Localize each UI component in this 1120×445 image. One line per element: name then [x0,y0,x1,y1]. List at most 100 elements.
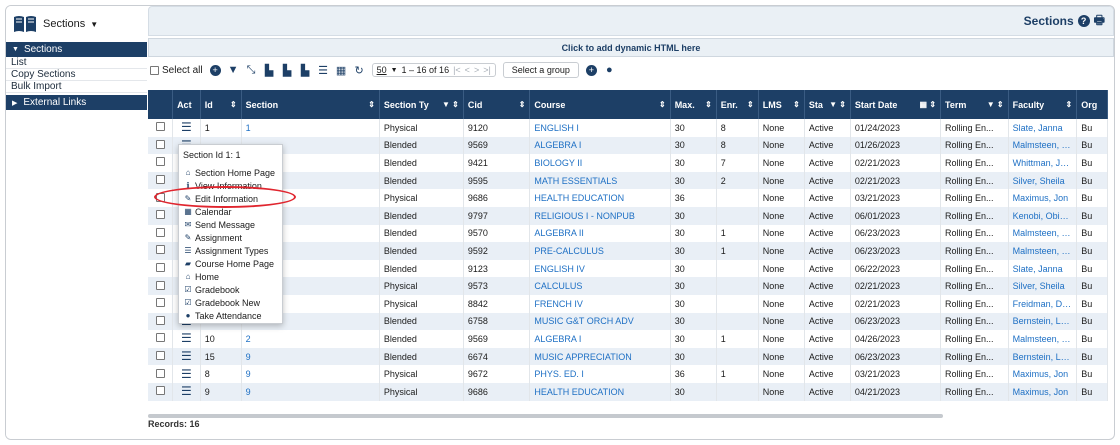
row-menu-icon[interactable]: ☰ [181,366,192,381]
nav-item-copy-sections[interactable]: Copy Sections [6,69,147,81]
export-excel-icon[interactable]: ▙ [300,64,310,77]
cell-course[interactable]: ALGEBRA I [529,330,671,348]
cell-course[interactable]: MUSIC G&T ORCH ADV [529,312,671,331]
help-icon[interactable]: ? [1077,15,1090,27]
cell-course[interactable]: ALGEBRA I [529,136,671,155]
cell-faculty[interactable]: Bernstein, Leonz [1008,312,1078,331]
cell-faculty[interactable]: Bernstein, Leonz [1008,347,1078,366]
cell-section[interactable]: 9 [241,382,380,401]
cell-faculty[interactable]: Slate, Janna [1008,119,1078,137]
header-lms[interactable]: LMS ⇕ [758,90,805,119]
cell-course[interactable]: RELIGIOUS I - NONPUB [529,206,671,225]
header-status[interactable]: Sta ▼ ⇕ [804,90,851,119]
header-faculty[interactable]: Faculty ⇕ [1008,90,1078,119]
export-pdf-icon[interactable]: ▙ [264,64,274,77]
filter-icon[interactable]: ▼ [227,64,239,76]
cell-faculty[interactable]: Malmsteen, Yng [1008,242,1078,260]
table-row[interactable]: ☰ Blended9592PRE-CALCULUS301NoneActive06/… [148,242,1108,260]
row-menu-icon[interactable]: ☰ [181,120,192,135]
cell-faculty[interactable]: Silver, Sheila [1008,277,1078,295]
row-menu-icon[interactable]: ☰ [181,349,192,364]
table-row[interactable]: ☰ 1 1 Physical 9120 ENGLISH I 30 8 None Active 01/… [148,119,1108,137]
cell-faculty[interactable]: Malmsteen, Yng [1008,224,1078,243]
row-checkbox[interactable] [155,368,165,378]
cell-course[interactable]: CALCULUS [529,277,671,295]
cell-faculty[interactable]: Whittman, Jenni [1008,154,1078,172]
row-checkbox[interactable] [155,315,165,325]
action-menu-item[interactable]: ✉ Send Message [183,218,278,231]
cell-course[interactable]: BIOLOGY II [529,154,671,172]
nav-item-list[interactable]: List [6,57,147,69]
row-checkbox[interactable] [155,280,165,290]
action-menu-item[interactable]: ✎ Assignment [183,231,278,244]
nav-sections-header[interactable]: ▼ Sections [6,42,147,57]
cell-section[interactable]: 1 [241,119,380,137]
user-icon[interactable]: ● [606,64,613,76]
horizontal-scrollbar[interactable] [148,414,943,418]
row-checkbox[interactable] [155,192,165,202]
header-org[interactable]: Org [1076,90,1108,119]
row-checkbox[interactable] [155,333,165,343]
row-menu-icon[interactable]: ☰ [181,384,192,399]
action-menu-item[interactable]: ⌂ Section Home Page [183,166,278,179]
add-group-icon[interactable]: + [585,64,597,76]
table-row[interactable]: ☰ 8 9 Physical 9672 PHYS. ED. I 36 1 None Active 0… [148,365,1108,383]
dynamic-html-banner[interactable]: Click to add dynamic HTML here [148,38,1114,57]
table-row[interactable]: ☰Physical9573CALCULUS30NoneActive02/21/2… [148,277,1108,295]
row-checkbox[interactable] [155,210,165,220]
cell-course[interactable]: PRE-CALCULUS [529,242,671,260]
first-page-icon[interactable]: |< [453,65,461,75]
cell-faculty[interactable]: Maximus, Jon [1008,365,1078,383]
clear-filter-icon[interactable]: ⤡ [246,63,256,76]
cell-section[interactable]: 2 [241,330,380,348]
action-menu-item[interactable]: ▦ Calendar [183,205,278,218]
add-icon[interactable]: + [209,64,221,76]
cell-course[interactable]: FRENCH IV [529,294,671,313]
row-checkbox[interactable] [155,175,165,185]
row-checkbox[interactable] [155,386,165,396]
nav-item-bulk-import[interactable]: Bulk Import [6,81,147,93]
header-id[interactable]: Id ⇕ [200,90,242,119]
row-menu-icon[interactable]: ☰ [181,331,192,346]
action-menu-item[interactable]: ✎ Edit Information [183,192,278,205]
action-menu-item[interactable]: ☰ Assignment Types [183,244,278,257]
cell-faculty[interactable]: Malmsteen, Yng [1008,330,1078,348]
last-page-icon[interactable]: >| [483,65,491,75]
cell-faculty[interactable]: Silver, Sheila [1008,171,1078,190]
cell-course[interactable]: ENGLISH I [529,119,671,137]
header-section[interactable]: Section ⇕ [241,90,380,119]
print-icon[interactable]: 🖶 [1093,12,1105,27]
cell-course[interactable]: MATH ESSENTIALS [529,171,671,190]
select-all-checkbox[interactable] [150,65,159,75]
cell-faculty[interactable]: Slate, Janna [1008,259,1078,278]
row-checkbox[interactable] [155,263,165,273]
cell-faculty[interactable]: Maximus, Jon [1008,382,1078,401]
action-menu-item[interactable]: ⌂ Home [183,270,278,283]
action-menu-item[interactable]: ● Take Attendance [183,309,278,322]
table-row[interactable]: ☰ 10 2 Blended 9569 ALGEBRA I 30 1 None Active 04/… [148,330,1108,348]
cell-course[interactable]: MUSIC APPRECIATION [529,347,671,366]
cell-course[interactable]: PHYS. ED. I [529,365,671,383]
action-menu-item[interactable]: ☑ Gradebook [183,283,278,296]
cell-faculty[interactable]: Freidman, Debbi [1008,294,1078,313]
row-checkbox[interactable] [155,227,165,237]
prev-page-icon[interactable]: < [464,65,470,75]
chevron-down-icon[interactable]: ▼ [390,66,398,74]
table-row[interactable]: ☰1612UBlended6758MUSIC G&T ORCH ADV30Non… [148,312,1108,331]
row-checkbox[interactable] [155,157,165,167]
grid-view-icon[interactable]: ▦ [335,64,347,77]
header-enrolled[interactable]: Enr. ⇕ [716,90,759,119]
cell-course[interactable]: HEALTH EDUCATION [529,189,671,207]
select-all-label[interactable]: Select all [162,64,203,76]
refresh-icon[interactable]: ↻ [354,64,364,77]
header-term[interactable]: Term ▼ ⇕ [940,90,1009,119]
table-row[interactable]: ☰12UPhysical8842FRENCH IV30NoneActive02/… [148,294,1108,313]
row-checkbox[interactable] [155,122,165,132]
cell-faculty[interactable]: Maximus, Jon [1008,189,1078,207]
